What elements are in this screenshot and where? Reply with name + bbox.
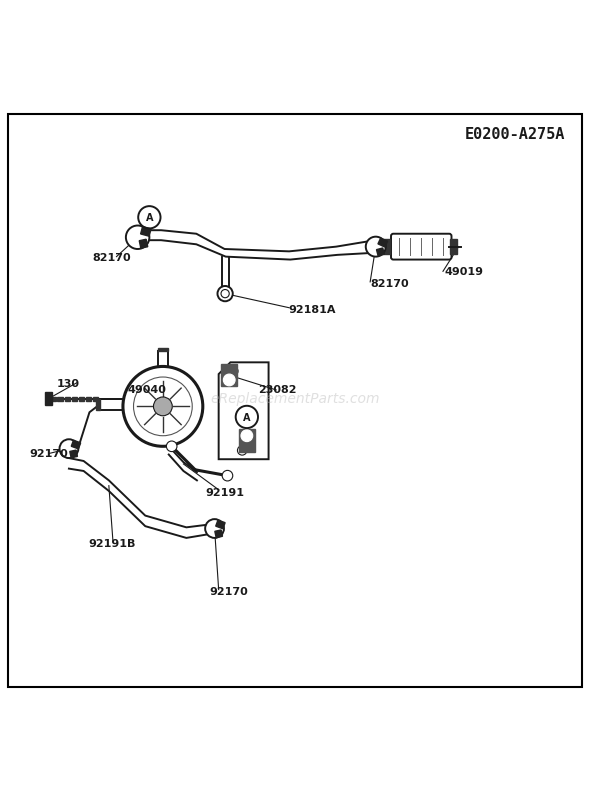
Text: 130: 130 [57, 379, 80, 388]
Circle shape [153, 398, 172, 416]
Bar [71, 440, 81, 449]
Bar [215, 530, 222, 538]
Bar [96, 399, 100, 411]
Text: 92170: 92170 [210, 586, 248, 597]
Bar [140, 227, 151, 237]
Bar [64, 397, 70, 401]
Bar [86, 397, 91, 401]
Text: 92191: 92191 [206, 487, 245, 497]
Text: A: A [243, 412, 251, 423]
Text: 49019: 49019 [445, 267, 484, 277]
Bar [71, 397, 77, 401]
Circle shape [60, 439, 78, 459]
Text: E0200-A275A: E0200-A275A [465, 127, 565, 141]
Circle shape [166, 441, 177, 452]
FancyBboxPatch shape [222, 257, 229, 294]
Bar [378, 239, 388, 248]
Text: 82170: 82170 [93, 253, 131, 262]
Text: 82170: 82170 [370, 279, 409, 289]
Text: 92191B: 92191B [88, 538, 136, 548]
Bar [158, 348, 168, 352]
Bar [450, 240, 457, 255]
Circle shape [218, 286, 232, 302]
Bar [78, 397, 84, 401]
Circle shape [205, 520, 224, 538]
Text: 92181A: 92181A [288, 305, 336, 315]
Circle shape [222, 471, 232, 481]
Bar [50, 397, 55, 401]
Text: 23082: 23082 [258, 384, 297, 395]
Circle shape [123, 367, 203, 447]
Bar [139, 240, 148, 249]
Bar [221, 365, 237, 387]
Circle shape [241, 431, 253, 442]
Bar [383, 240, 390, 255]
Text: eReplacementParts.com: eReplacementParts.com [210, 391, 380, 405]
Bar [376, 249, 385, 257]
Text: A: A [146, 213, 153, 223]
Polygon shape [69, 459, 215, 538]
Text: 92170: 92170 [30, 449, 68, 459]
Bar [93, 397, 98, 401]
Bar [70, 451, 77, 458]
Text: 49040: 49040 [127, 384, 166, 395]
Polygon shape [140, 231, 379, 260]
Circle shape [126, 226, 149, 249]
Bar [57, 397, 63, 401]
Polygon shape [219, 363, 268, 460]
FancyBboxPatch shape [391, 234, 451, 260]
Bar [238, 429, 255, 452]
Circle shape [224, 375, 235, 387]
Circle shape [366, 237, 386, 257]
Bar [216, 520, 225, 529]
Bar [45, 393, 52, 406]
